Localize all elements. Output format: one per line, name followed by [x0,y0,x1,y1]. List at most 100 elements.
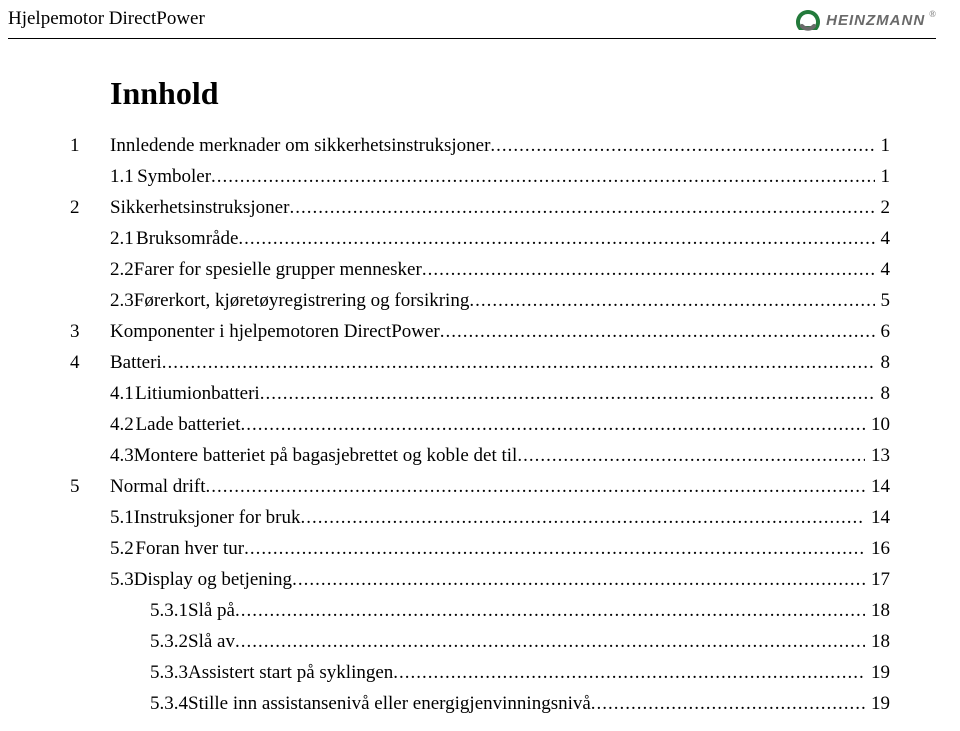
toc-leader [517,446,865,465]
toc-number: 5.3 [110,570,134,589]
toc-number: 4.2 [110,415,136,434]
toc-entry: 4.2Lade batteriet 10 [70,415,890,434]
toc-label: Bruksområde [136,229,238,248]
toc-page-number: 14 [865,508,890,527]
toc-number: 1 [70,136,110,155]
toc-entry: 4.1Litiumionbatteri 8 [70,384,890,403]
toc-page-number: 17 [865,570,890,589]
toc-page-number: 18 [865,601,890,620]
toc-leader [206,477,865,496]
brand-name: HEINZMANN [826,12,925,29]
toc-leader [289,198,874,217]
toc-page-number: 1 [875,136,891,155]
toc-label: Sikkerhetsinstruksjoner [110,198,289,217]
toc-label: Lade batteriet [136,415,241,434]
toc-leader [211,167,874,186]
toc-page-number: 6 [875,322,891,341]
toc-label: Førerkort, kjøretøyregistrering og forsi… [134,291,470,310]
toc-number: 5.3.1 [150,601,188,620]
toc-number: 2.3 [110,291,134,310]
toc-leader [238,229,874,248]
toc-leader [591,694,865,713]
toc-number: 5 [70,477,110,496]
toc-label: Symboler [137,167,211,186]
toc-label: Innledende merknader om sikkerhetsinstru… [110,136,490,155]
toc-entry: 5.3.4Stille inn assistansenivå eller ene… [70,694,890,713]
toc-label: Komponenter i hjelpemotoren DirectPower [110,322,440,341]
toc-entry: 1Innledende merknader om sikkerhetsinstr… [70,136,890,155]
toc-number: 5.2 [110,539,135,558]
toc-title: Innhold [110,75,890,112]
toc-label: Display og betjening [134,570,292,589]
toc-entry: 2.2Farer for spesielle grupper mennesker… [70,260,890,279]
toc-leader [235,632,865,651]
toc-label: Slå av [188,632,235,651]
page-header: Hjelpemotor DirectPower HEINZMANN ® [0,0,960,32]
toc-page-number: 8 [875,353,891,372]
toc-number: 4.1 [110,384,135,403]
toc-leader [260,384,875,403]
toc-number: 4.3 [110,446,134,465]
toc-number: 5.3.4 [150,694,188,713]
toc-entry: 2.3Førerkort, kjøretøyregistrering og fo… [70,291,890,310]
toc-entry: 5.1Instruksjoner for bruk 14 [70,508,890,527]
toc-entry: 5.3.1Slå på 18 [70,601,890,620]
toc-list: 1Innledende merknader om sikkerhetsinstr… [70,136,890,713]
toc-page-number: 4 [875,229,891,248]
toc-number: 5.1 [110,508,134,527]
toc-number: 2.2 [110,260,134,279]
toc-leader [393,663,865,682]
toc-leader [244,539,865,558]
toc-entry: 4.3Montere batteriet på bagasjebrettet o… [70,446,890,465]
brand-registered: ® [929,9,936,19]
toc-entry: 3Komponenter i hjelpemotoren DirectPower… [70,322,890,341]
toc-page-number: 13 [865,446,890,465]
toc-label: Normal drift [110,477,206,496]
toc-entry: 5.3.2Slå av 18 [70,632,890,651]
toc-container: Innhold 1Innledende merknader om sikkerh… [0,39,960,713]
toc-entry: 1.1Symboler 1 [70,167,890,186]
toc-page-number: 19 [865,694,890,713]
toc-entry: 5.2Foran hver tur 16 [70,539,890,558]
toc-label: Stille inn assistansenivå eller energigj… [188,694,591,713]
toc-page-number: 8 [875,384,891,403]
toc-label: Foran hver tur [135,539,244,558]
toc-entry: 4Batteri 8 [70,353,890,372]
toc-number: 2.1 [110,229,136,248]
toc-page-number: 18 [865,632,890,651]
header-title: Hjelpemotor DirectPower [8,8,205,30]
toc-entry: 5.3.3Assistert start på syklingen 19 [70,663,890,682]
toc-entry: 2.1Bruksområde 4 [70,229,890,248]
toc-number: 1.1 [110,167,137,186]
toc-leader [440,322,875,341]
toc-number: 5.3.3 [150,663,188,682]
toc-number: 3 [70,322,110,341]
toc-leader [162,353,875,372]
toc-label: Assistert start på syklingen [188,663,393,682]
toc-label: Farer for spesielle grupper mennesker [134,260,422,279]
toc-page-number: 5 [875,291,891,310]
toc-number: 2 [70,198,110,217]
toc-page-number: 1 [875,167,891,186]
brand-logo: HEINZMANN ® [794,8,936,32]
toc-label: Montere batteriet på bagasjebrettet og k… [134,446,518,465]
toc-label: Slå på [188,601,235,620]
toc-label: Instruksjoner for bruk [134,508,301,527]
toc-entry: 2Sikkerhetsinstruksjoner2 [70,198,890,217]
toc-page-number: 16 [865,539,890,558]
toc-number: 4 [70,353,110,372]
toc-leader [292,570,865,589]
toc-label: Batteri [110,353,162,372]
toc-label: Litiumionbatteri [135,384,260,403]
toc-page-number: 10 [865,415,890,434]
toc-leader [235,601,865,620]
toc-entry: 5Normal drift14 [70,477,890,496]
heinzmann-logo-icon [794,8,822,32]
toc-leader [469,291,874,310]
toc-number: 5.3.2 [150,632,188,651]
toc-page-number: 19 [865,663,890,682]
toc-page-number: 4 [875,260,891,279]
toc-leader [490,136,874,155]
toc-leader [422,260,875,279]
toc-leader [301,508,866,527]
